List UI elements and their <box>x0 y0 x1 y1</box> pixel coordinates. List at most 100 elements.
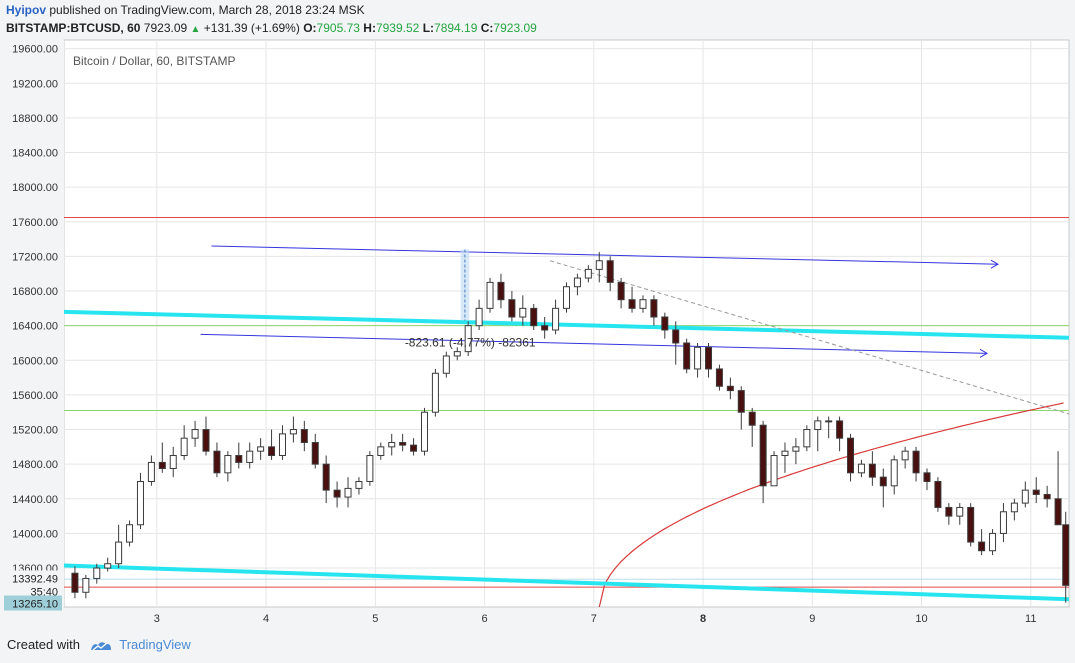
y-tick-label: 14400.00 <box>12 494 58 506</box>
candle-up <box>595 260 603 270</box>
candle-up <box>475 307 483 327</box>
candle-up <box>792 446 800 452</box>
y-tick-label: 17200.00 <box>12 251 58 263</box>
candle-up <box>442 355 450 374</box>
candle-down <box>912 450 920 474</box>
candle-up <box>115 541 123 565</box>
candle-up <box>1010 502 1018 513</box>
candles <box>71 252 1070 603</box>
candle-down <box>1054 498 1062 526</box>
publish-line: Hyipov published on TradingView.com, Mar… <box>6 3 365 17</box>
candle-up <box>104 563 112 569</box>
candle-down <box>300 429 308 444</box>
candle-down <box>945 506 953 517</box>
candle-down <box>158 461 166 469</box>
price-axis[interactable] <box>2 40 64 607</box>
y-tick-label: 16400.00 <box>12 321 58 333</box>
candle-up <box>770 455 778 487</box>
candle-up <box>82 577 90 593</box>
candle-down <box>410 444 418 452</box>
tradingview-link[interactable]: TradingView <box>119 637 191 652</box>
x-tick-label: 3 <box>154 613 160 625</box>
open-value: 7905.73 <box>316 21 360 35</box>
candle-up <box>180 437 188 457</box>
candle-down <box>978 541 986 552</box>
x-tick-label: 8 <box>700 613 706 625</box>
candle-up <box>694 346 702 370</box>
candle-up <box>191 429 199 439</box>
candle-up <box>803 429 811 448</box>
candle-down <box>497 281 505 301</box>
horizontal-levels <box>64 216 1069 608</box>
candle-down <box>967 506 975 543</box>
price-tag-bg <box>4 583 62 599</box>
candle-down <box>836 420 844 439</box>
candle-up <box>136 480 144 526</box>
candle-up <box>519 307 527 318</box>
candle-down <box>71 572 79 593</box>
candle-up <box>584 268 592 279</box>
x-tick-label: 6 <box>482 613 488 625</box>
candle-down <box>268 446 276 457</box>
price-tag: 13392.49 <box>12 573 58 585</box>
candle-up <box>93 567 101 579</box>
y-tick-label: 18800.00 <box>12 113 58 125</box>
candle-down <box>650 299 658 318</box>
candle-down <box>508 299 516 318</box>
author-name[interactable]: Hyipov <box>6 3 47 17</box>
candle-up <box>366 455 374 482</box>
candle-up <box>562 286 571 309</box>
candle-down <box>661 316 669 331</box>
y-tick-label: 14000.00 <box>12 528 58 540</box>
candle-up <box>639 299 647 309</box>
candle-down <box>213 450 221 474</box>
candle-up <box>246 450 254 463</box>
candle-down <box>748 411 756 426</box>
close-label: C: <box>480 21 494 35</box>
candle-up <box>257 446 265 452</box>
candle-up <box>126 524 134 543</box>
candle-up <box>573 277 581 288</box>
trend-line-dashed <box>549 260 1070 415</box>
candle-up <box>355 480 363 489</box>
candle-down <box>399 442 407 446</box>
price-tag-bg <box>4 595 62 611</box>
created-with-text: Created with <box>7 637 80 652</box>
candle-up <box>453 351 461 357</box>
y-tick-label: 19200.00 <box>12 78 58 90</box>
grid <box>64 40 1069 607</box>
symbol-label: BITSTAMP:BTCUSD, 60 <box>6 21 141 35</box>
candle-down <box>879 476 887 487</box>
tradingview-logo-icon[interactable] <box>90 640 112 652</box>
candle-up <box>552 307 560 331</box>
candle-up <box>781 450 789 457</box>
trend-lines[interactable] <box>63 245 1070 602</box>
price-change: +131.39 (+1.69%) <box>203 21 300 35</box>
x-tick-label: 4 <box>263 613 269 625</box>
candle-up <box>431 372 439 413</box>
candle-up <box>486 281 494 309</box>
price-tag-bg <box>4 570 62 586</box>
candle-down <box>726 385 734 392</box>
candle-up <box>857 463 865 474</box>
candle-up <box>825 420 833 423</box>
price-tag: 13265.10 <box>12 599 58 611</box>
trend-line-thin-lower <box>200 333 988 354</box>
candle-up <box>289 429 297 435</box>
candle-down <box>628 299 636 309</box>
x-tick-label: 7 <box>591 613 597 625</box>
candle-up <box>814 420 822 431</box>
y-tick-label: 19600.00 <box>12 44 58 56</box>
candle-down <box>235 455 243 463</box>
candle-down <box>311 442 319 465</box>
high-label: H: <box>363 21 376 35</box>
up-arrow-icon: ▲ <box>190 24 201 35</box>
candle-up <box>956 506 964 517</box>
candle-down <box>202 429 210 452</box>
candle-down <box>617 281 625 301</box>
candle-up <box>278 433 286 457</box>
trend-line-thin-upper <box>211 245 999 265</box>
y-tick-label: 18000.00 <box>12 182 58 194</box>
y-tick-label: 17600.00 <box>12 217 58 229</box>
